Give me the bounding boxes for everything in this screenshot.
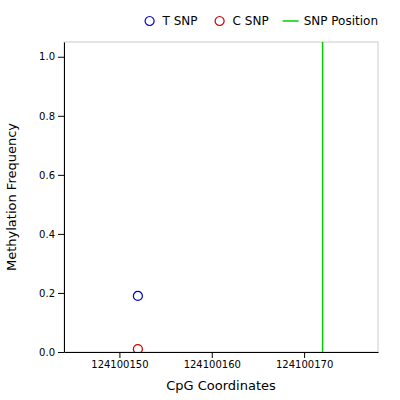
point: [133, 291, 142, 300]
chart: 1241001501241001601241001700.00.20.40.60…: [0, 0, 400, 400]
tick: 0.4: [39, 229, 64, 240]
tick-label: 0.6: [39, 170, 55, 181]
y-axis: 0.0 0.2 0.4 0.6 0.8 1.0: [39, 43, 64, 358]
legend-symbol: [145, 16, 154, 25]
tick-mark: [58, 57, 64, 58]
tick-label: 1.0: [39, 51, 55, 62]
tick: 124100150: [91, 352, 148, 370]
point: [133, 345, 142, 352]
tick-label: 0.2: [39, 288, 55, 299]
tick-label: 0.4: [39, 229, 55, 240]
axis-line: [65, 352, 379, 353]
plot-frame: [64, 42, 378, 352]
tick-mark: [212, 352, 213, 358]
legend-label: C SNP: [233, 14, 269, 28]
legend-item: SNP Position: [283, 14, 378, 28]
legend-symbol: [215, 16, 224, 25]
legend-item: T SNP: [145, 14, 197, 28]
legend-item: C SNP: [215, 14, 269, 28]
tick-mark: [58, 116, 64, 117]
legend-symbol: [283, 20, 299, 22]
plot: 1241001501241001601241001700.00.20.40.60…: [39, 42, 378, 370]
legend: T SNP C SNP SNP Position: [145, 14, 378, 28]
x-axis: 124100150 124100160 124100170: [65, 352, 379, 370]
legend-label: T SNP: [162, 14, 198, 28]
x-axis-title: CpG Coordinates: [166, 378, 276, 393]
series: [133, 345, 142, 352]
tick-label: 124100160: [184, 359, 241, 370]
tick-label: 124100170: [276, 359, 333, 370]
tick-mark: [58, 234, 64, 235]
tick-mark: [119, 352, 120, 358]
legend-label: SNP Position: [304, 14, 378, 28]
series: [322, 42, 323, 352]
tick: 1.0: [39, 51, 64, 62]
tick: 124100170: [276, 352, 333, 370]
tick-mark: [304, 352, 305, 358]
axis-line: [64, 43, 65, 353]
tick: 0.0: [39, 347, 64, 358]
tick-mark: [58, 293, 64, 294]
tick-label: 124100150: [91, 359, 148, 370]
y-axis-title: Methylation Frequency: [4, 123, 19, 271]
series: [133, 291, 142, 300]
vertical-line: [322, 42, 324, 352]
tick: 124100160: [184, 352, 241, 370]
tick-label: 0.8: [39, 111, 55, 122]
tick: 0.8: [39, 111, 64, 122]
marks: [133, 42, 322, 352]
tick-mark: [58, 352, 64, 353]
tick: 0.6: [39, 170, 64, 181]
tick-label: 0.0: [39, 347, 55, 358]
tick-mark: [58, 175, 64, 176]
tick: 0.2: [39, 288, 64, 299]
